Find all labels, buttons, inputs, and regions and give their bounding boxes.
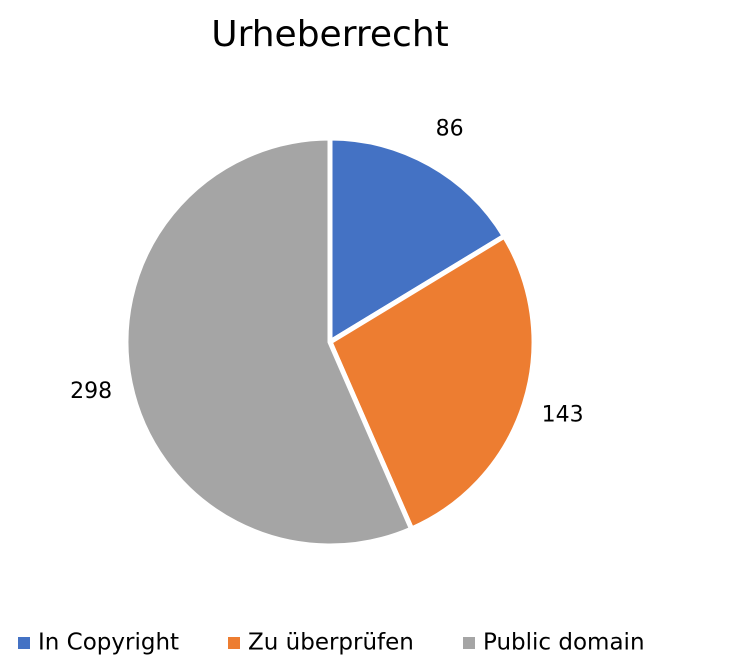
legend-label: Public domain — [483, 630, 645, 656]
legend-swatch — [228, 637, 240, 649]
data-label: 143 — [542, 403, 584, 428]
legend-swatch — [463, 637, 475, 649]
legend-label: Zu überprüfen — [248, 630, 414, 656]
chart-title: Urheberrecht — [211, 14, 449, 55]
data-label: 86 — [436, 116, 464, 141]
data-label: 298 — [70, 379, 112, 404]
legend-swatch — [18, 637, 30, 649]
pie-slice — [123, 135, 415, 549]
pie-slice — [327, 135, 507, 345]
legend-label: In Copyright — [38, 630, 179, 656]
